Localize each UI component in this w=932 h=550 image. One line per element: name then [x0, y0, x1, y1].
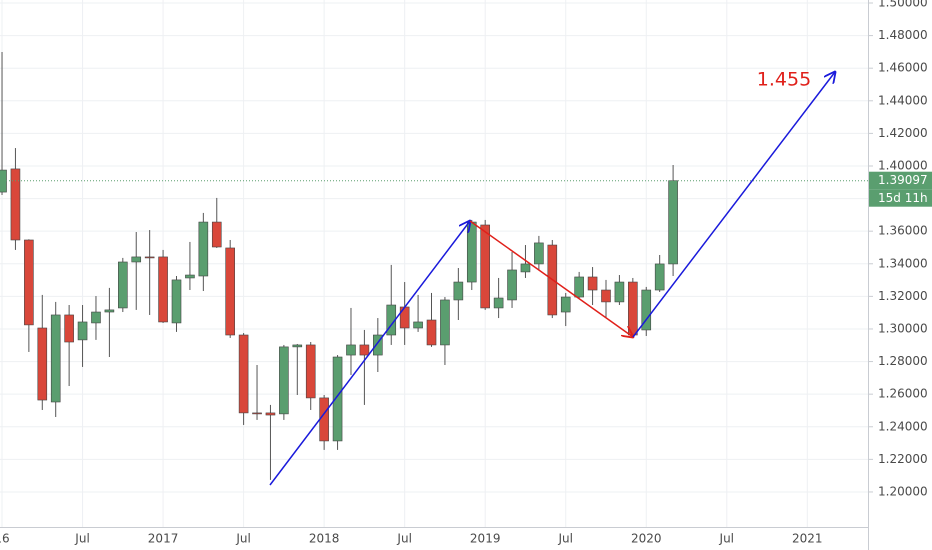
candle-body [37, 327, 48, 401]
last-price-box [869, 171, 932, 190]
x-tick-label: Jul [396, 532, 411, 546]
candle-body [225, 247, 235, 336]
candle-body [24, 239, 34, 326]
candle-body [91, 311, 101, 324]
grid [0, 0, 868, 527]
y-tick-label: 1.30000 [878, 321, 928, 335]
x-tick-label: 2017 [148, 532, 179, 546]
candle-body [252, 412, 262, 415]
y-tick-label: 1.20000 [878, 484, 928, 498]
candle-body [50, 314, 61, 403]
candle-body [319, 397, 329, 442]
candle-body [507, 269, 517, 301]
x-tick-label: 16 [0, 532, 10, 546]
candle-body [131, 256, 142, 263]
drawings: 1.455 [269, 69, 835, 486]
candle-body [64, 314, 74, 343]
candle-body [520, 263, 531, 273]
candle-body [628, 281, 638, 336]
candle-body [265, 412, 276, 416]
candle-body [359, 344, 370, 356]
candle-body [413, 321, 423, 329]
y-tick-label: 1.50000 [878, 0, 928, 10]
y-tick-label: 1.22000 [878, 452, 928, 466]
y-tick-label: 1.44000 [878, 93, 928, 107]
x-tick-label: Jul [74, 532, 89, 546]
y-tick-label: 1.36000 [878, 224, 928, 238]
candle-body [587, 276, 598, 291]
candle-body [198, 221, 209, 277]
x-tick-label: 2021 [792, 532, 823, 546]
candle-body [480, 224, 490, 309]
candle-body [144, 256, 155, 259]
y-tick-label: 1.40000 [878, 158, 928, 172]
trend-arrow [469, 220, 633, 337]
candle-body [654, 263, 665, 291]
candle-body [158, 256, 168, 323]
countdown-box [869, 189, 932, 207]
candle-body [279, 346, 289, 415]
candles [0, 52, 868, 480]
candle-body [118, 261, 128, 309]
candle-body [601, 289, 611, 303]
x-tick-label: Jul [235, 532, 250, 546]
candle-body [493, 297, 504, 309]
annotation: 1.455 [757, 69, 811, 91]
y-tick-label: 1.32000 [878, 289, 928, 303]
x-tick-label: Jul [557, 532, 572, 546]
x-tick-label: 2020 [631, 532, 662, 546]
candle-body [238, 334, 249, 414]
candle-body [399, 306, 410, 329]
y-tick-label: 1.46000 [878, 61, 928, 75]
candle-body [332, 356, 343, 442]
y-tick-label: 1.26000 [878, 387, 928, 401]
candle-body [614, 281, 625, 303]
candle-body [171, 279, 182, 324]
candle-body [346, 344, 356, 356]
y-tick-label: 1.24000 [878, 419, 928, 433]
candle-body [560, 296, 571, 313]
x-tick-label: 2019 [470, 532, 501, 546]
candle-body [440, 299, 450, 346]
candle-body [668, 180, 678, 265]
candle-body [77, 321, 88, 341]
y-tick-label: 1.42000 [878, 126, 928, 140]
candle-body [641, 289, 652, 331]
last-price-label: 1.39097 [878, 173, 928, 187]
candle-body [466, 221, 477, 283]
candle-body [185, 274, 195, 279]
y-tick-label: 1.34000 [878, 256, 928, 270]
y-tick-label: 1.28000 [878, 354, 928, 368]
x-tick-label: Jul [719, 532, 734, 546]
candle-body [574, 276, 584, 298]
candle-body [292, 344, 303, 348]
candle-body [453, 281, 464, 301]
trend-arrow [269, 221, 470, 486]
candle-body [211, 221, 222, 248]
trend-arrow [632, 72, 835, 338]
candle-body [305, 344, 316, 399]
y-tick-label: 1.48000 [878, 28, 928, 42]
candle-body [104, 309, 115, 313]
candle-body [426, 319, 437, 346]
countdown-label: 15d 11h [878, 191, 928, 205]
candle-body [534, 242, 544, 265]
candle-body [373, 334, 383, 356]
x-tick-label: 2018 [309, 532, 340, 546]
candle-body [10, 168, 21, 241]
